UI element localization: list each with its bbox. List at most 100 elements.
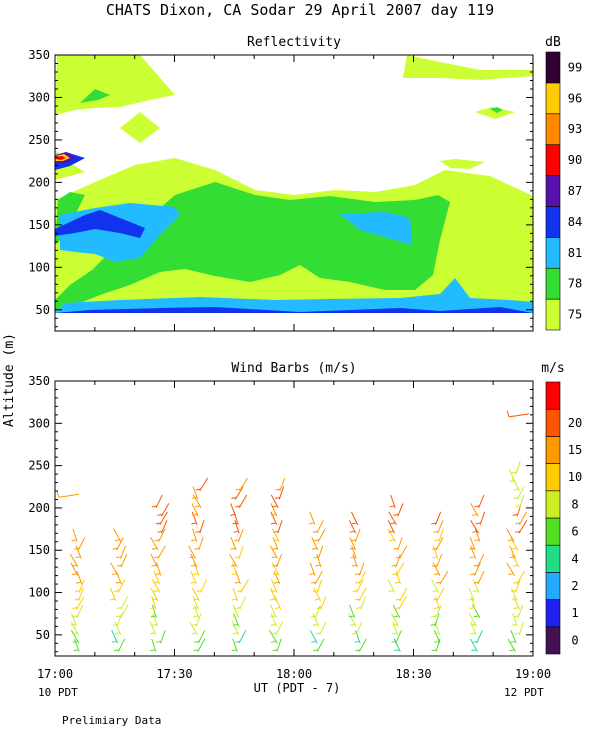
wind-barb — [238, 630, 247, 644]
wind-barb — [434, 604, 443, 619]
wind-barb-flag — [513, 615, 519, 618]
wind-barb — [519, 621, 525, 635]
wind-colorbar-swatch — [545, 626, 561, 655]
wind-barb — [399, 545, 408, 559]
footnote: Prelimiary Data — [62, 714, 161, 727]
wind-barb — [116, 536, 124, 551]
wind-barb-flag — [395, 598, 401, 601]
y-tick-label: 250 — [28, 459, 50, 473]
wind-barb — [517, 604, 524, 619]
wind-barb-flag — [150, 649, 156, 652]
wind-barb-flag — [315, 632, 321, 635]
wind-barb — [478, 494, 485, 509]
reflectivity-colorbar-label: 78 — [568, 277, 582, 291]
wind-barb — [198, 537, 204, 551]
wind-barb-flag — [189, 556, 195, 559]
wind-barb — [399, 587, 408, 602]
reflectivity-colorbar-label: dB — [545, 35, 561, 50]
wind-barb-flag — [232, 632, 238, 635]
wind-barb-flag — [74, 590, 81, 593]
right-local-time-label: 12 PDT — [504, 686, 544, 699]
wind-barb-flag — [153, 581, 159, 584]
y-axis-label: Altitude (m) — [2, 333, 17, 427]
wind-barb-flag — [232, 623, 239, 626]
wind-barb-flag — [75, 581, 82, 584]
wind-barb-flag — [272, 573, 279, 576]
wind-barb-flag — [389, 505, 395, 508]
wind-barb-flag — [274, 606, 281, 609]
wind-barb-flag — [151, 623, 158, 626]
wind-colorbar-swatch — [545, 572, 561, 600]
wind-barb-flag — [389, 539, 395, 542]
wind-barb — [195, 613, 202, 627]
reflectivity-colorbar-swatch — [545, 113, 561, 145]
wind-barb-flag — [350, 556, 356, 559]
wind-barb-flag — [312, 530, 318, 533]
wind-barb-flag — [350, 539, 357, 542]
wind-barb — [477, 553, 485, 568]
wind-barb-flag — [511, 623, 517, 626]
x-tick-label: 17:00 — [37, 667, 73, 681]
wind-barb-flag — [511, 471, 517, 474]
y-tick-label: 200 — [28, 501, 50, 515]
wind-barb-flag — [271, 640, 277, 643]
wind-barb-flag — [433, 632, 440, 635]
wind-barb-flag — [273, 581, 280, 584]
wind-barb — [395, 553, 401, 568]
wind-barb-flag — [351, 522, 357, 525]
wind-barb-flag — [309, 522, 315, 525]
y-tick-label: 50 — [36, 303, 50, 317]
wind-barb-flag — [192, 513, 198, 516]
wind-barb — [158, 528, 166, 542]
wind-barb — [516, 570, 525, 585]
wind-barb-flag — [472, 640, 478, 643]
wind-barb-flag — [313, 649, 319, 652]
wind-barb — [314, 604, 321, 619]
wind-barb-flag — [511, 598, 517, 601]
reflectivity-colorbar-swatch — [545, 206, 561, 238]
reflectivity-region-81 — [340, 212, 412, 245]
wind-barb — [397, 503, 404, 517]
wind-barb-flag — [394, 649, 400, 652]
wind-barb — [157, 545, 166, 559]
wind-barb-flag — [191, 623, 198, 626]
wind-barb-flag — [270, 522, 276, 525]
x-axis-label: UT (PDT - 7) — [254, 681, 341, 695]
wind-barb-flag — [431, 522, 437, 525]
wind-barb — [434, 613, 440, 627]
wind-barb-flag — [233, 539, 240, 542]
wind-barb — [120, 545, 127, 559]
wind-barb-flag — [507, 539, 514, 542]
wind-colorbar-label: 1 — [571, 606, 578, 620]
wind-barb-flag — [231, 564, 237, 567]
wind-barb — [476, 630, 483, 644]
wind-barb-flag — [271, 590, 277, 593]
wind-barb-flag — [157, 513, 163, 516]
wind-barb — [316, 579, 323, 593]
wind-barb-flag — [75, 556, 81, 559]
wind-barb — [314, 570, 323, 585]
wind-barb-flag — [191, 539, 197, 542]
wind-barb-flag — [156, 640, 162, 643]
y-tick-label: 350 — [28, 48, 50, 62]
wind-barb-flag — [273, 530, 279, 533]
wind-barb-flag — [392, 623, 398, 626]
wind-colorbar-label: 15 — [568, 443, 582, 457]
wind-barb-flag — [473, 615, 479, 618]
wind-barb — [320, 596, 327, 610]
wind-barb-flag — [311, 615, 317, 618]
x-tick-label: 18:30 — [395, 667, 431, 681]
wind-colorbar-label: 6 — [571, 525, 578, 539]
wind-barb-flag — [115, 581, 121, 584]
wind-barb-flag — [311, 547, 317, 550]
wind-barb — [436, 553, 443, 568]
wind-barb-flag — [195, 488, 202, 491]
wind-barb-flag — [506, 410, 510, 418]
wind-barb-flag — [395, 556, 401, 559]
wind-barb-flag — [469, 547, 475, 550]
wind-barb-flag — [272, 505, 278, 508]
wind-barb — [117, 579, 126, 593]
wind-barb-flag — [231, 496, 237, 499]
wind-barb-flag — [151, 564, 157, 567]
